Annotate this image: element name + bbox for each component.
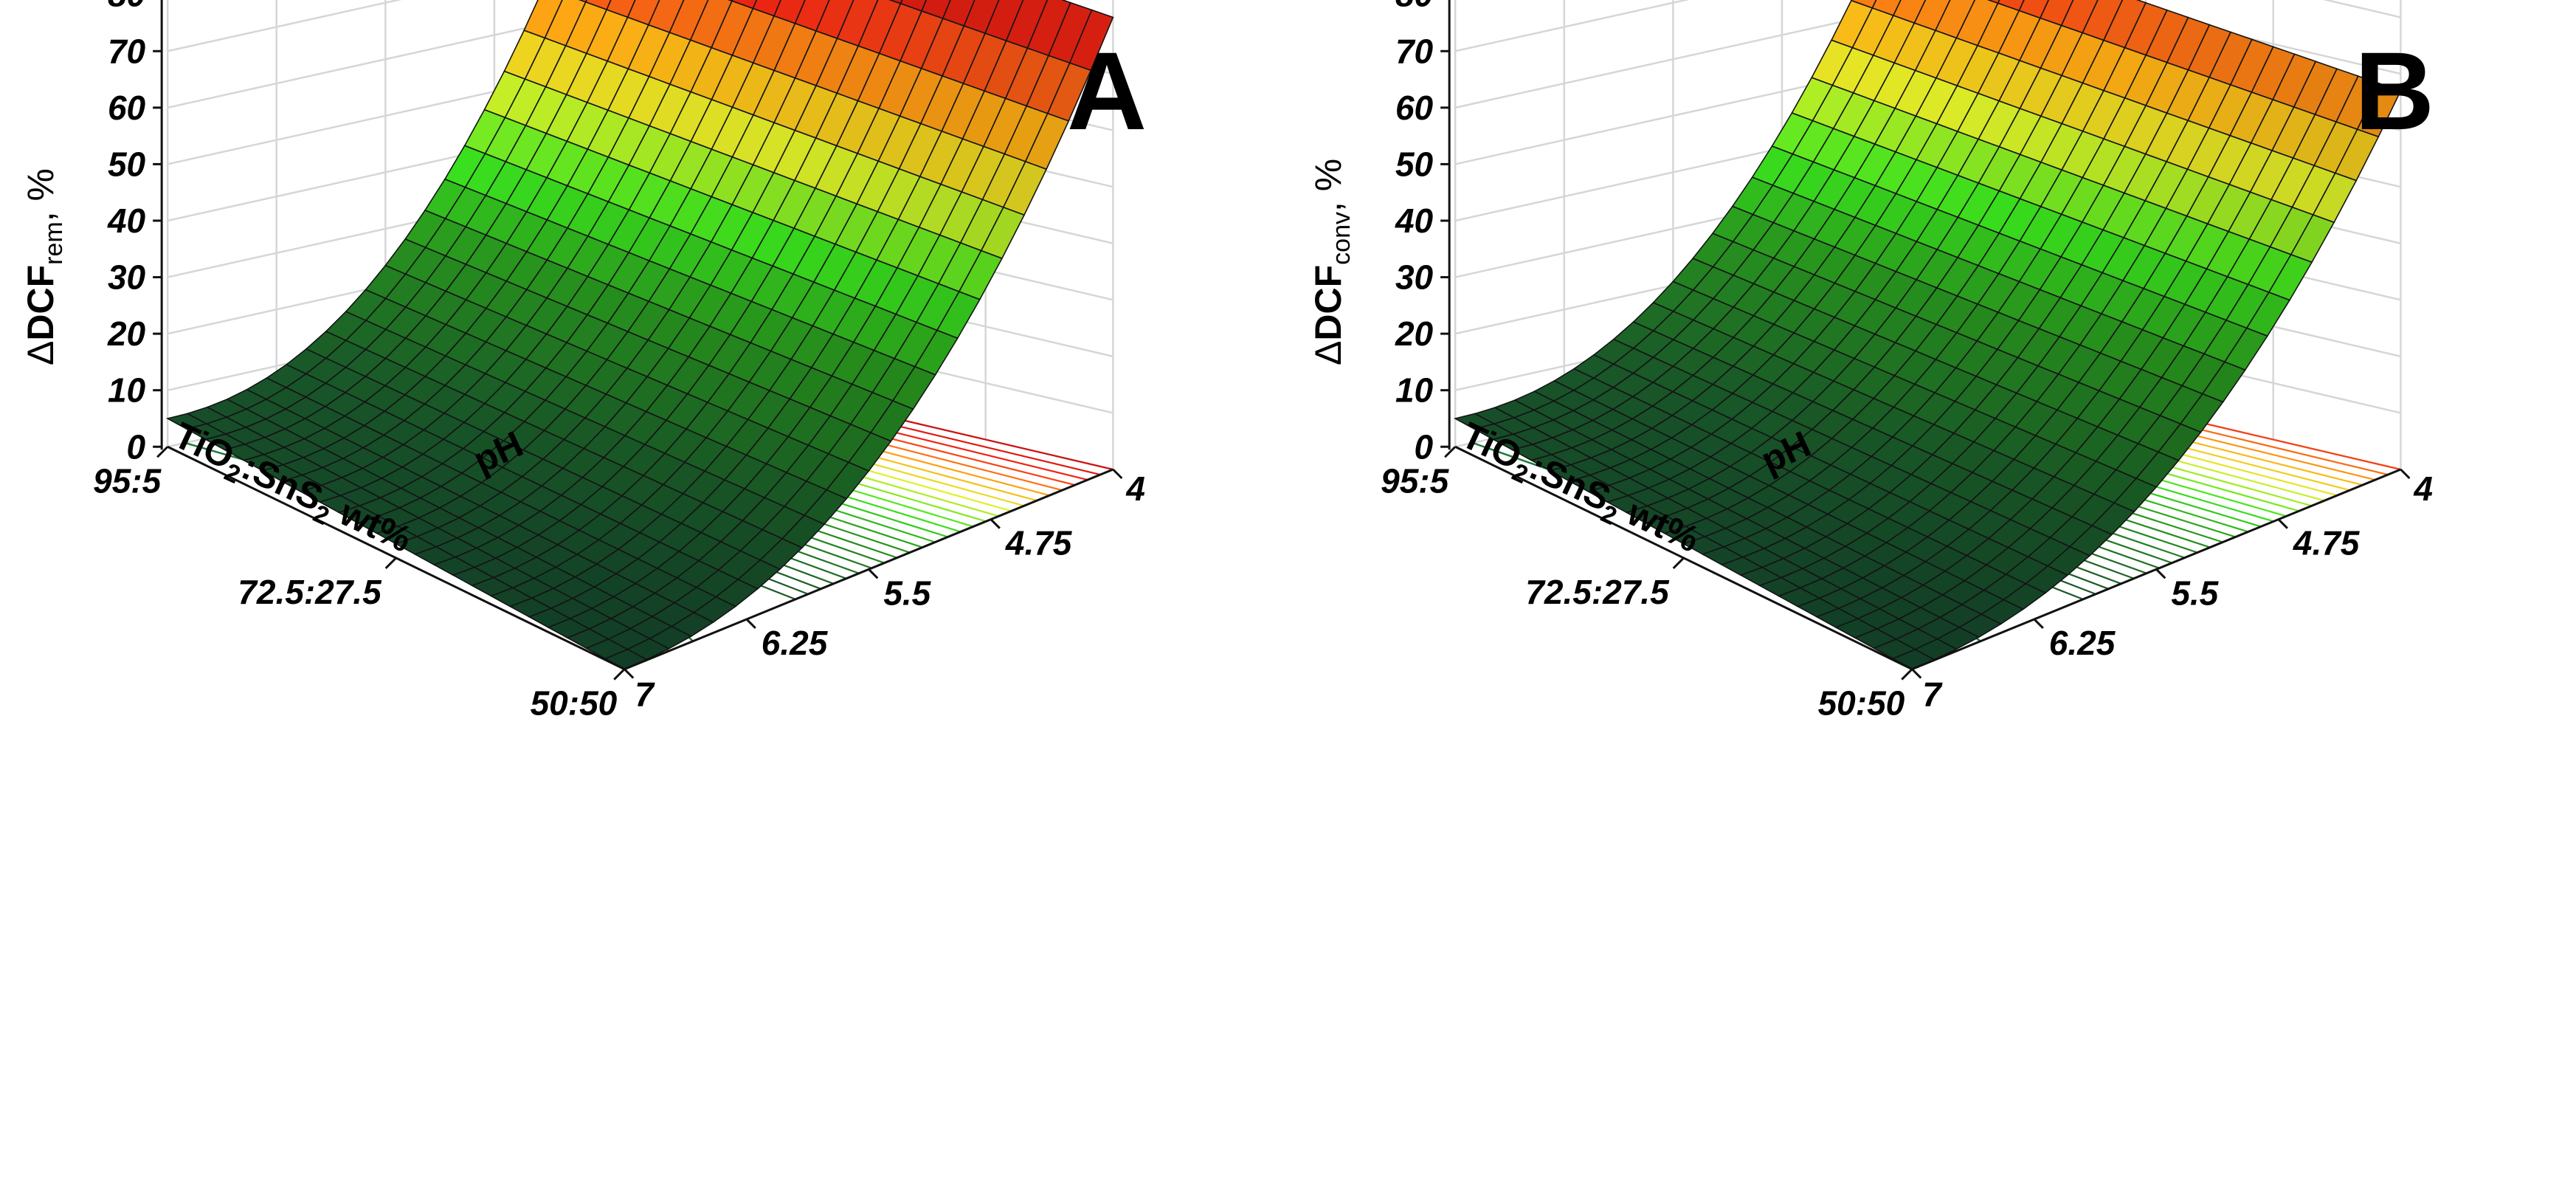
floor-contour-line <box>871 419 1101 476</box>
y-tick-mark <box>990 518 1001 529</box>
y-ticks-b: 4 4.75 5.5 6.25 7 <box>1911 468 2433 714</box>
z-tick-label: 60 <box>108 89 146 127</box>
z-axis-label-delta: Δ <box>1308 341 1349 365</box>
surface-plot-b: 010203040506070809010095:572.5:27.550:50… <box>1308 0 2434 723</box>
z-axis-label-suffix: , % <box>1308 159 1349 212</box>
surface-a <box>165 0 1114 670</box>
z-tick-label: 0 <box>1415 427 1434 466</box>
y-tick-label: 6.25 <box>762 624 829 662</box>
surface-b <box>1453 0 2402 670</box>
floor-contour-line <box>883 415 1113 471</box>
y-tick-label: 4 <box>2413 469 2433 508</box>
x-tick-label: 72.5:27.5 <box>1525 573 1670 611</box>
panel-a: 010203040506070809010095:572.5:27.550:50… <box>20 0 1147 723</box>
floor-contour-line <box>859 422 1088 481</box>
y-tick-label: 7 <box>1922 675 1943 714</box>
z-tick-label: 70 <box>1395 32 1434 70</box>
panel-label: B <box>2355 29 2434 153</box>
x-tick-label: 95:5 <box>1381 461 1449 500</box>
x-tick-mark <box>384 557 397 569</box>
x-tick-label: 72.5:27.5 <box>238 573 382 611</box>
z-tick-label: 10 <box>1395 371 1434 410</box>
x-tick-mark <box>1901 668 1913 681</box>
z-axis-label-main: DCF <box>1308 265 1349 341</box>
z-tick-label: 40 <box>107 202 146 240</box>
surface-plot-a: 010203040506070809010095:572.5:27.550:50… <box>20 0 1147 723</box>
y-tick-mark <box>1112 468 1123 480</box>
z-tick-label: 30 <box>108 258 146 297</box>
z-tick-label: 70 <box>108 32 146 70</box>
x-tick-label: 50:50 <box>531 684 618 723</box>
y-tick-mark <box>868 568 879 579</box>
floor-contour-line <box>2171 415 2401 471</box>
y-tick-mark <box>2155 568 2166 579</box>
panel-b: 010203040506070809010095:572.5:27.550:50… <box>1288 0 2575 1181</box>
z-tick-label: 10 <box>108 371 146 410</box>
z-axis-label-suffix: , % <box>20 168 61 221</box>
y-tick-label: 6.25 <box>2049 624 2116 662</box>
x-tick-mark <box>1672 557 1685 569</box>
z-tick-label: 80 <box>1395 0 1434 14</box>
x-tick-mark <box>1444 446 1457 458</box>
y-tick-label: 7 <box>635 675 655 714</box>
z-tick-label: 50 <box>108 145 146 183</box>
z-axis-label: ΔDCFconv, % <box>1308 159 1356 365</box>
x-tick-label: 95:5 <box>93 461 162 500</box>
z-tick-label: 40 <box>1395 202 1434 240</box>
x-tick-mark <box>156 446 169 458</box>
z-ticks-b: 0102030405060708090100 <box>1395 0 1450 466</box>
z-axis-label-sub: rem <box>40 221 68 265</box>
z-tick-label: 20 <box>1395 314 1434 353</box>
z-axis-label: ΔDCFrem, % <box>20 168 68 365</box>
y-tick-mark <box>624 668 635 679</box>
z-axis-label-delta: Δ <box>20 341 61 365</box>
y-tick-mark <box>745 618 756 630</box>
x-ticks-a: 95:5 72.5:27.5 50:50 <box>93 446 626 723</box>
x-tick-mark <box>613 668 626 681</box>
y-tick-mark <box>2400 468 2411 480</box>
z-axis-label-main: DCF <box>20 265 61 341</box>
z-tick-label: 60 <box>1395 89 1434 127</box>
z-tick-label: 80 <box>108 0 146 14</box>
y-tick-mark <box>1911 668 1922 679</box>
y-tick-mark <box>2277 518 2288 529</box>
z-tick-label: 30 <box>1395 258 1434 297</box>
y-tick-label: 4.75 <box>2293 524 2361 562</box>
y-tick-label: 4 <box>1125 469 1145 508</box>
z-tick-label: 20 <box>107 314 146 353</box>
z-ticks-a: 0102030405060708090100 <box>107 0 162 466</box>
y-tick-mark <box>2033 618 2044 630</box>
y-tick-label: 5.5 <box>2171 574 2219 612</box>
panel-label: A <box>1067 29 1147 153</box>
z-tick-label: 0 <box>127 427 146 466</box>
y-tick-label: 4.75 <box>1005 524 1073 562</box>
z-tick-label: 50 <box>1395 145 1434 183</box>
y-ticks-a: 4 4.75 5.5 6.25 7 <box>624 468 1145 714</box>
x-tick-label: 50:50 <box>1818 684 1905 723</box>
x-ticks-b: 95:5 72.5:27.5 50:50 <box>1381 446 1913 723</box>
z-axis-label-sub: conv <box>1327 212 1356 265</box>
y-tick-label: 5.5 <box>883 574 931 612</box>
